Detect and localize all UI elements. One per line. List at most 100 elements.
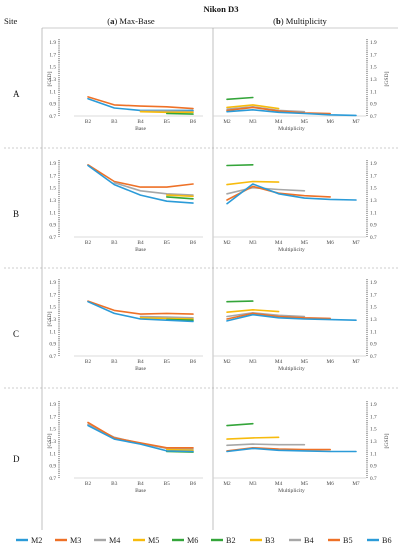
x-tick-label: B5 <box>164 119 171 125</box>
chart-a-a: 1.9 1.7 1.5 1.3 1.1 0.9 0.7 [GSD] B2 B3 B4 B5 B6 Base <box>47 39 203 132</box>
y-axis-title: [GSD] <box>47 311 53 326</box>
x-tick-label: M4 <box>275 359 283 365</box>
series-line-b5 <box>226 312 331 320</box>
series-line-m5 <box>139 317 194 320</box>
y-tick-label: 1.7 <box>370 292 377 298</box>
x-tick-label: B4 <box>137 481 144 487</box>
y-tick-label: 1.7 <box>49 173 56 179</box>
y-tick-label: 0.7 <box>49 354 56 360</box>
x-tick-label: B5 <box>164 481 171 487</box>
y-tick-label: 0.7 <box>370 476 377 482</box>
chart-c-b: 1.9 1.7 1.5 1.3 1.1 0.9 0.7 M2 M3 M4 M5 M6 M7 Multipl… <box>213 279 377 372</box>
x-tick-label: M6 <box>327 119 335 125</box>
x-tick-label: B2 <box>85 359 92 365</box>
y-tick-label: 1.3 <box>370 77 377 83</box>
x-tick-label: B2 <box>85 119 92 125</box>
y-axis-title: [GSD] <box>47 71 53 86</box>
x-axis-title: Multiplicity <box>278 366 305 372</box>
legend-label-m4: M4 <box>109 536 120 545</box>
series-line-b6 <box>226 183 357 205</box>
series-line-b5 <box>226 106 331 115</box>
x-tick-label: M3 <box>249 481 257 487</box>
y-tick-label: 0.9 <box>49 342 56 348</box>
y-tick-label: 1.1 <box>49 89 56 95</box>
y-tick-label: 1.5 <box>49 186 56 192</box>
series-line-m2 <box>87 300 194 323</box>
x-tick-label: B3 <box>111 240 118 246</box>
series-line-m4 <box>87 423 194 450</box>
y-tick-label: 1.7 <box>49 414 56 420</box>
y-tick-label: 0.9 <box>370 102 377 108</box>
x-axis-title: Multiplicity <box>278 126 305 132</box>
x-tick-label: B3 <box>111 119 118 125</box>
site-label-b: B <box>13 209 19 219</box>
x-axis-title: Base <box>135 247 146 253</box>
series-line-b3 <box>226 180 280 186</box>
x-tick-label: M5 <box>301 359 309 365</box>
series-line-m6 <box>166 112 194 115</box>
series-line-b3 <box>226 104 280 110</box>
y-tick-label: 0.9 <box>370 223 377 229</box>
x-tick-label: M7 <box>352 119 360 125</box>
y-tick-label: 0.9 <box>49 464 56 470</box>
y-tick-label: 1.1 <box>49 451 56 457</box>
series-line-m5 <box>139 110 194 114</box>
y-tick-label: 1.7 <box>370 173 377 179</box>
y-tick-label: 1.3 <box>49 317 56 323</box>
series-line-m4 <box>113 181 194 196</box>
x-tick-label: M2 <box>223 240 231 246</box>
site-label-d: D <box>13 454 20 464</box>
chart-d-a: 1.9 1.7 1.5 1.3 1.1 0.9 0.7 [GSD] B2 B3 B4 B5 B6 Base <box>47 401 203 494</box>
x-tick-label: M5 <box>301 119 309 125</box>
y-tick-label: 1.7 <box>49 292 56 298</box>
chart-c-a: 1.9 1.7 1.5 1.3 1.1 0.9 0.7 [GSD] B2 B3 B4 B5 B6 Base <box>47 279 203 372</box>
y-tick-label: 1.9 <box>370 161 377 167</box>
x-tick-label: M6 <box>327 240 335 246</box>
column-a-header: (a) Max-Base <box>107 16 155 26</box>
y-tick-label: 1.3 <box>49 439 56 445</box>
series-line-b4 <box>226 443 306 447</box>
series-line-b3 <box>226 436 280 440</box>
series-line-b3 <box>226 309 280 313</box>
x-tick-label: M4 <box>275 481 283 487</box>
series-line-b2 <box>226 96 254 101</box>
series-line-m3 <box>87 164 194 188</box>
y-tick-label: 1.9 <box>370 402 377 408</box>
y-tick-label: 1.1 <box>370 89 377 95</box>
series-line-b4 <box>226 312 306 318</box>
y-tick-label: 0.9 <box>370 464 377 470</box>
y-axis-title: [GSD] <box>384 71 390 86</box>
series-line-b6 <box>226 109 357 117</box>
column-site-header: Site <box>4 16 18 26</box>
legend: M2 M3 M4 M5 M6 B2 B3 B4 B5 B6 <box>16 536 392 545</box>
y-tick-label: 1.9 <box>49 402 56 408</box>
x-tick-label: M3 <box>249 359 257 365</box>
y-tick-label: 1.1 <box>49 329 56 335</box>
legend-label-b6: B6 <box>382 536 392 545</box>
y-tick-label: 1.1 <box>49 210 56 216</box>
y-tick-label: 1.5 <box>49 305 56 311</box>
y-tick-label: 1.5 <box>370 305 377 311</box>
x-tick-label: M6 <box>327 481 335 487</box>
y-tick-label: 1.5 <box>49 427 56 433</box>
y-tick-label: 1.9 <box>49 280 56 286</box>
x-tick-label: B2 <box>85 240 92 246</box>
y-tick-label: 1.7 <box>370 414 377 420</box>
series-line-m3 <box>87 300 194 315</box>
y-tick-label: 1.1 <box>370 210 377 216</box>
chart-b-a: 1.9 1.7 1.5 1.3 1.1 0.9 0.7 B2 B3 B4 B5 B6 Base <box>49 160 203 253</box>
y-tick-label: 1.7 <box>49 52 56 58</box>
x-tick-label: B5 <box>164 359 171 365</box>
legend-label-m2: M2 <box>31 536 42 545</box>
series-line-m2 <box>87 424 194 453</box>
series-line-m5 <box>166 448 194 452</box>
x-tick-label: B3 <box>111 481 118 487</box>
y-tick-label: 0.9 <box>49 102 56 108</box>
x-tick-label: M3 <box>249 240 257 246</box>
x-tick-label: B4 <box>137 119 144 125</box>
x-tick-label: M7 <box>352 481 360 487</box>
y-axis-title: [GSD] <box>384 433 390 448</box>
legend-label-m6: M6 <box>187 536 198 545</box>
x-tick-label: B5 <box>164 240 171 246</box>
